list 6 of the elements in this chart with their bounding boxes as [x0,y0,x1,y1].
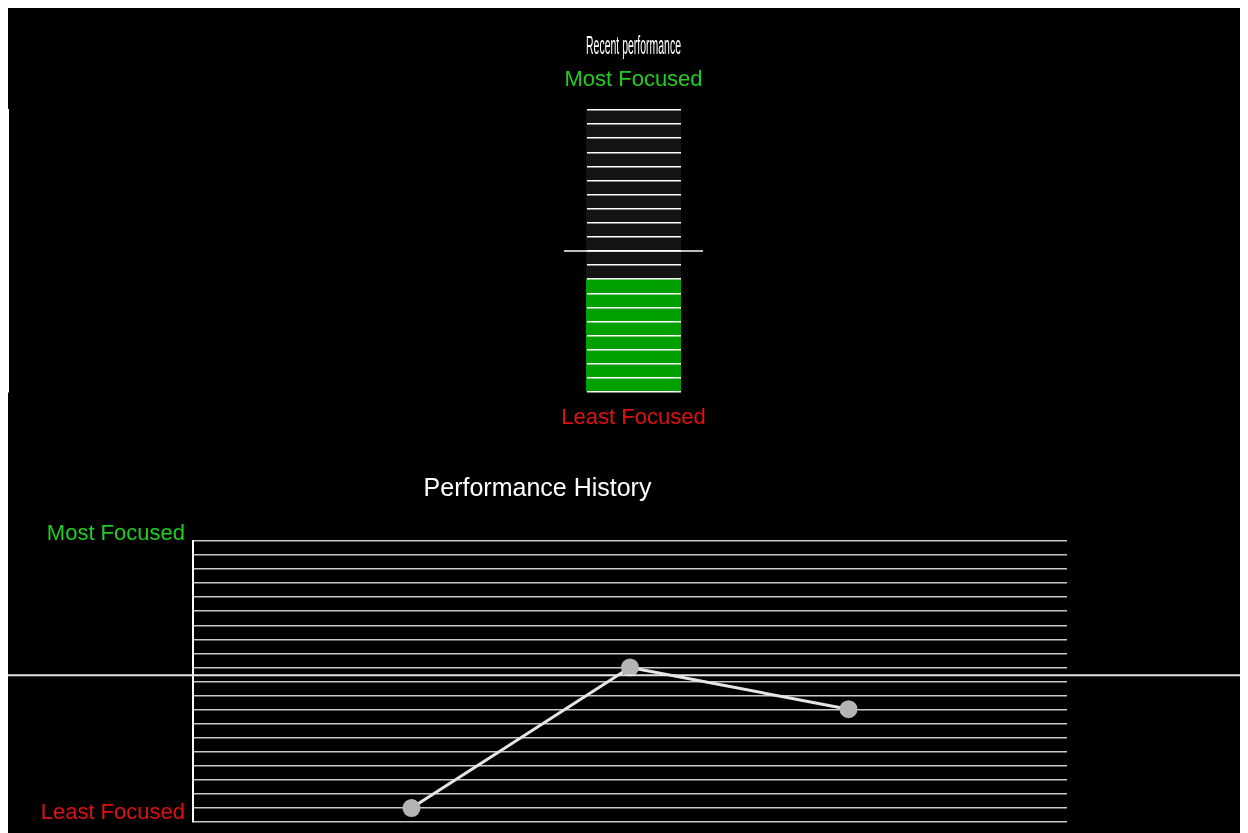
chart-title: Performance History [423,472,652,501]
text: Most Focused [46,520,185,546]
text: Least Focused [561,404,706,430]
text: Most Focused [564,66,703,92]
text: Least Focused [40,799,185,825]
chart-title: Recent performance [586,31,681,60]
